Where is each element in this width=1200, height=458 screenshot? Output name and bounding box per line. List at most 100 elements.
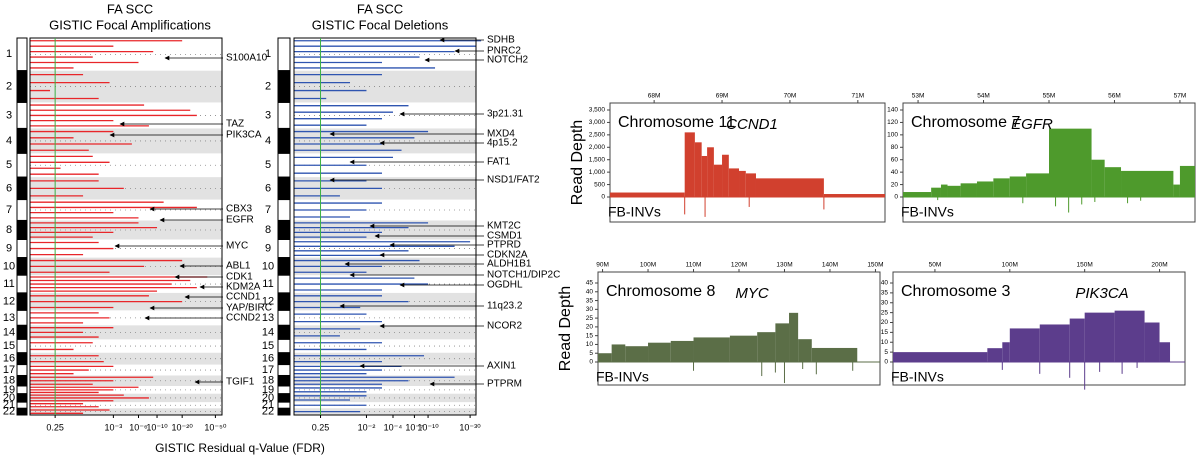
gene-label: PTPRM [487,379,522,390]
x-tick-label: 53M [912,93,925,100]
chromosome-label: 14 [262,326,274,338]
gene-label: OGDHL [487,280,523,291]
chromosome-title: Chromosome 8 [606,283,715,300]
depth-bar [1179,165,1195,197]
depth-bar [1026,173,1049,197]
x-tick-label: 10⁻⁷ [405,422,423,432]
chromosome-label: 2 [265,80,271,92]
chromosome-label: 17 [3,364,15,376]
ideogram-block [16,393,28,403]
x-axis-label: GISTIC Residual q-Value (FDR) [155,441,325,455]
depth-bar [598,353,612,362]
y-tick-label: 40 [891,169,899,176]
gene-label: NSD1/FAT2 [487,175,540,186]
y-tick-label: 0 [894,194,898,201]
chromosome-label: 8 [6,224,12,236]
depth-bar [811,347,858,362]
gene-label: 4p15.2 [487,138,518,149]
x-tick-label: 70M [784,93,797,100]
y-tick-label: 10 [586,341,594,348]
x-tick-label: 57M [1174,93,1187,100]
ideogram-block [277,176,291,201]
chromosome-label: 11 [3,278,14,290]
gene-name: MYC [735,285,769,302]
gene-label: AXIN1 [487,361,516,372]
chromosome-label: 11 [262,278,273,290]
x-tick-label: 150M [867,262,883,269]
y-tick-label: 45 [586,280,594,287]
gene-label: TAZ [226,119,244,130]
ideogram-block [16,338,28,354]
gene-label: ABL1 [226,261,251,272]
x-tick-label: 110M [686,262,702,269]
chromosome-label: 3 [6,109,12,121]
chromosome-label: 15 [262,340,274,352]
chromosome-label: 1 [6,48,12,60]
x-tick-label: 10⁻³ [104,422,122,432]
y-tick-label: 30 [881,299,889,306]
plot-frame [597,271,881,386]
gene-label: SDHB [487,35,515,46]
gene-label: KDM2A [226,282,261,293]
ideogram-block [16,309,28,326]
ideogram-block [277,199,291,221]
x-tick-label: 10⁻¹⁰ [146,422,168,432]
depth-bar [1069,318,1085,362]
ideogram-block [277,70,291,103]
depth-bar [1002,342,1010,362]
depth-bar [1104,167,1122,197]
depth-bar [976,181,994,197]
chromosome-label: 18 [262,375,274,387]
depth-bar [1091,159,1105,197]
ideogram-block [16,37,28,72]
gene-name: EGFR [1011,116,1053,133]
chromosome-label: 3 [265,109,271,121]
x-tick-label: 130M [776,262,792,269]
ideogram-block [277,152,291,178]
y-tick-label: 25 [881,309,889,316]
depth-bar [648,342,671,362]
chromosome-label: 13 [262,312,274,324]
depth-bar [1114,310,1145,362]
gene-label: CDKN2A [487,250,528,261]
depth-bar [1121,170,1174,197]
chromosome-label: 12 [262,296,274,308]
chromosome-label: 21 [262,399,274,411]
chromosome-label: 9 [265,242,271,254]
x-tick-label: 140M [822,262,838,269]
gene-label: TGIF1 [226,377,255,388]
depth-bar [693,337,730,362]
ideogram-block [277,219,291,240]
depth-bar [940,184,948,197]
x-tick-label: 10⁻²⁰ [171,422,193,432]
ideogram-block [16,274,28,294]
depth-bar [745,173,756,197]
gene-label: ALDH1B1 [487,259,532,270]
depth-bar [722,154,729,197]
depth-bar [1009,176,1027,197]
gene-label: CDK1 [226,272,253,283]
chromosome-label: 13 [3,312,15,324]
y-tick-label: 40 [881,280,889,287]
panel-title: FA SCC [107,1,153,16]
x-tick-label: 10⁻⁶ [129,422,148,432]
depth-bar [798,339,812,362]
y-tick-label: 0 [884,359,888,366]
chromosome-label: 10 [3,260,15,272]
depth-bar [1009,328,1040,362]
ideogram-block [16,127,28,154]
x-tick-label: 100M [1002,262,1018,269]
ideogram-block [277,127,291,154]
fb-invs-label: FB-INVs [596,369,649,385]
ideogram-block [277,324,291,340]
gene-label: EGFR [226,215,254,226]
fb-invs-label: FB-INVs [891,369,944,385]
depth-bar [739,170,746,197]
gene-label: MXD4 [487,129,515,140]
y-tick-label: 120 [887,119,898,126]
depth-bar [947,185,961,197]
ideogram-block [16,352,28,366]
ideogram-block [277,393,291,403]
ideogram-block [277,352,291,366]
depth-bar [775,323,790,362]
